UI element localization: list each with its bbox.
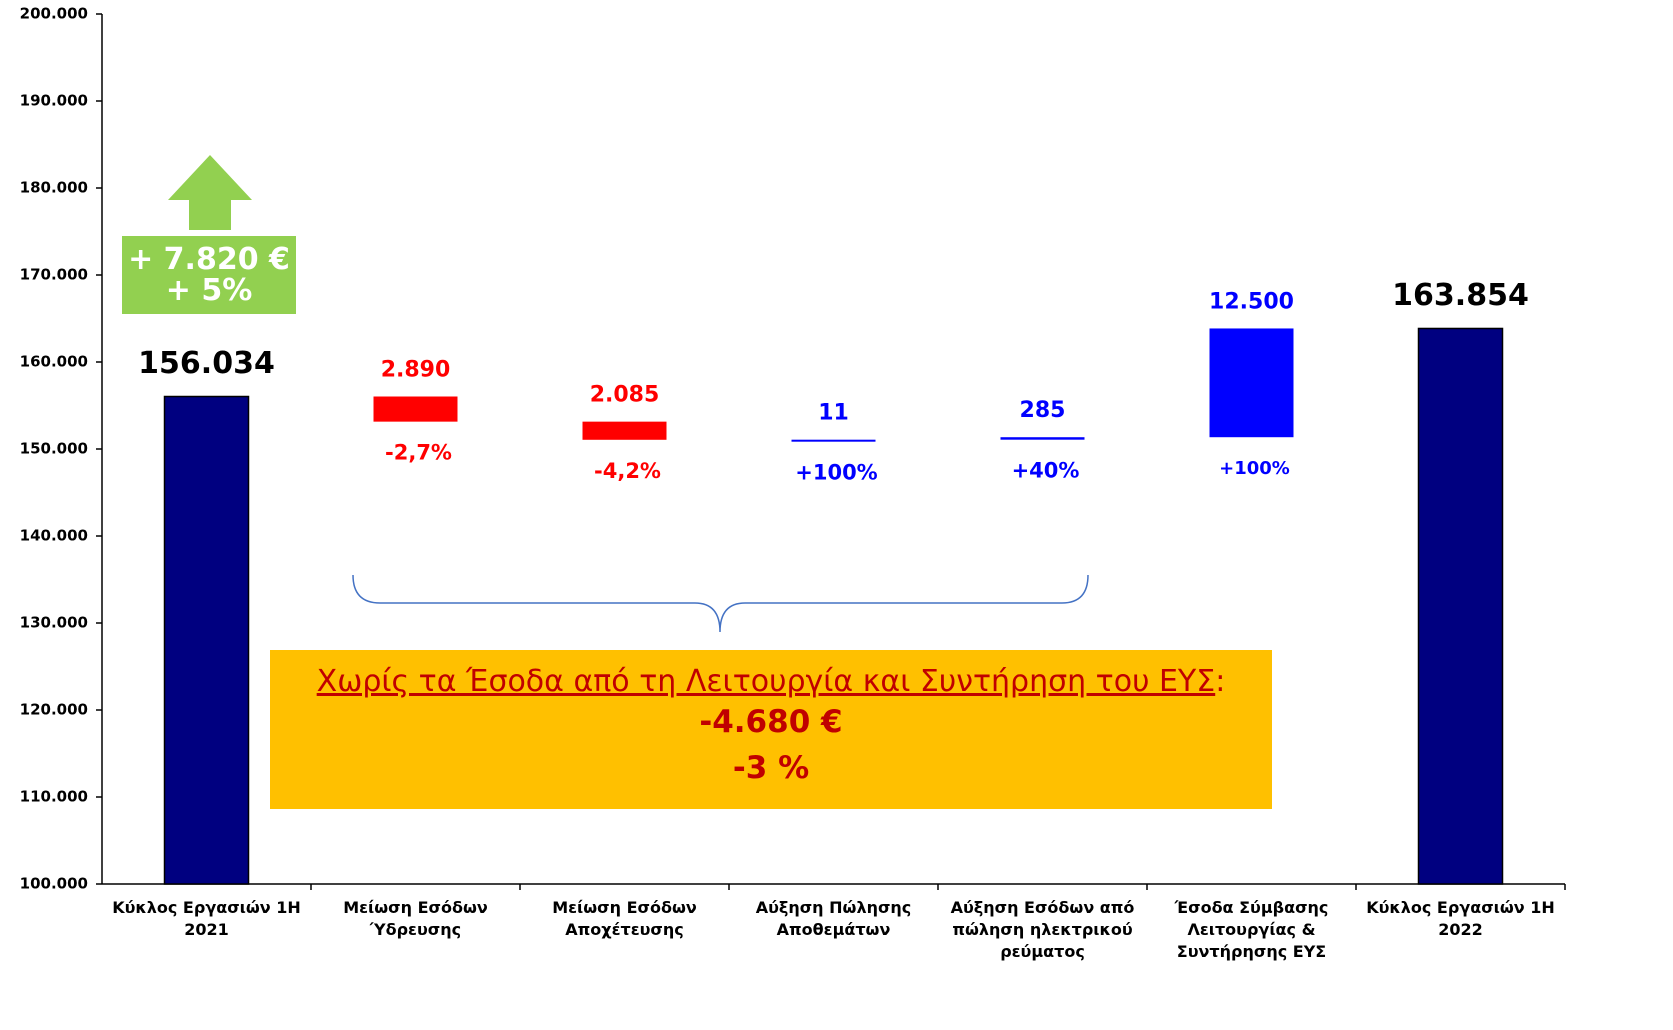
x-tick-label: Αύξηση Εσόδων από πώληση ηλεκτρικού ρεύμ… xyxy=(950,898,1135,961)
value-label: 163.854 xyxy=(1392,278,1529,313)
x-tick-label: Κύκλος Εργασιών 1Η 2021 xyxy=(112,898,301,939)
y-tick-label: 170.000 xyxy=(20,266,88,284)
y-tick-label: 130.000 xyxy=(20,614,88,632)
bar xyxy=(791,439,876,442)
note-amount: -4.680 € xyxy=(699,704,843,740)
value-label: 11 xyxy=(818,401,849,426)
bar xyxy=(582,421,667,440)
y-tick-label: 180.000 xyxy=(20,179,88,197)
value-label: 2.085 xyxy=(590,383,660,408)
brace xyxy=(352,574,1089,633)
y-tick-label: 140.000 xyxy=(20,527,88,545)
growth-percent: + 5% xyxy=(165,273,253,308)
percent-label: -4,2% xyxy=(594,459,661,483)
percent-label: +100% xyxy=(795,461,877,485)
value-label: 285 xyxy=(1020,398,1066,423)
x-tick-label: Αύξηση Πώλησης Αποθεμάτων xyxy=(755,898,912,939)
percent-label: +100% xyxy=(1219,458,1290,479)
note-colon: : xyxy=(1215,664,1226,699)
y-tick-label: 190.000 xyxy=(20,92,88,110)
percent-label: +40% xyxy=(1012,459,1080,483)
growth-box: + 7.820 € + 5% xyxy=(122,236,296,314)
bar xyxy=(163,395,250,885)
y-tick-label: 120.000 xyxy=(20,701,88,719)
note-title: Χωρίς τα Έσοδα από τη Λειτουργία και Συν… xyxy=(316,664,1216,699)
x-tick-label: Κύκλος Εργασιών 1Η 2022 xyxy=(1366,898,1555,939)
note-title-line: Χωρίς τα Έσοδα από τη Λειτουργία και Συν… xyxy=(270,664,1272,699)
x-tick-label: Μείωση Εσόδων Ύδρευσης xyxy=(343,898,488,939)
note-percent: -3 % xyxy=(732,750,810,786)
bar xyxy=(1417,327,1504,885)
y-tick-label: 150.000 xyxy=(20,440,88,458)
y-tick-label: 100.000 xyxy=(20,875,88,893)
value-label: 12.500 xyxy=(1209,289,1294,314)
growth-arrow xyxy=(168,155,252,230)
x-tick-label: Έσοδα Σύμβασης Λειτουργίας & Συντήρησης … xyxy=(1174,898,1329,961)
bar xyxy=(1209,328,1294,438)
y-tick-label: 110.000 xyxy=(20,788,88,806)
y-tick-label: 160.000 xyxy=(20,353,88,371)
growth-amount: + 7.820 € xyxy=(128,242,290,277)
bar xyxy=(373,396,458,422)
note-box: Χωρίς τα Έσοδα από τη Λειτουργία και Συν… xyxy=(270,650,1272,809)
bar xyxy=(1000,437,1085,440)
percent-label: -2,7% xyxy=(385,441,452,465)
x-tick-label: Μείωση Εσόδων Αποχέτευσης xyxy=(552,898,697,939)
y-tick-label: 200.000 xyxy=(20,5,88,23)
value-label: 156.034 xyxy=(138,346,275,381)
value-label: 2.890 xyxy=(381,358,451,383)
